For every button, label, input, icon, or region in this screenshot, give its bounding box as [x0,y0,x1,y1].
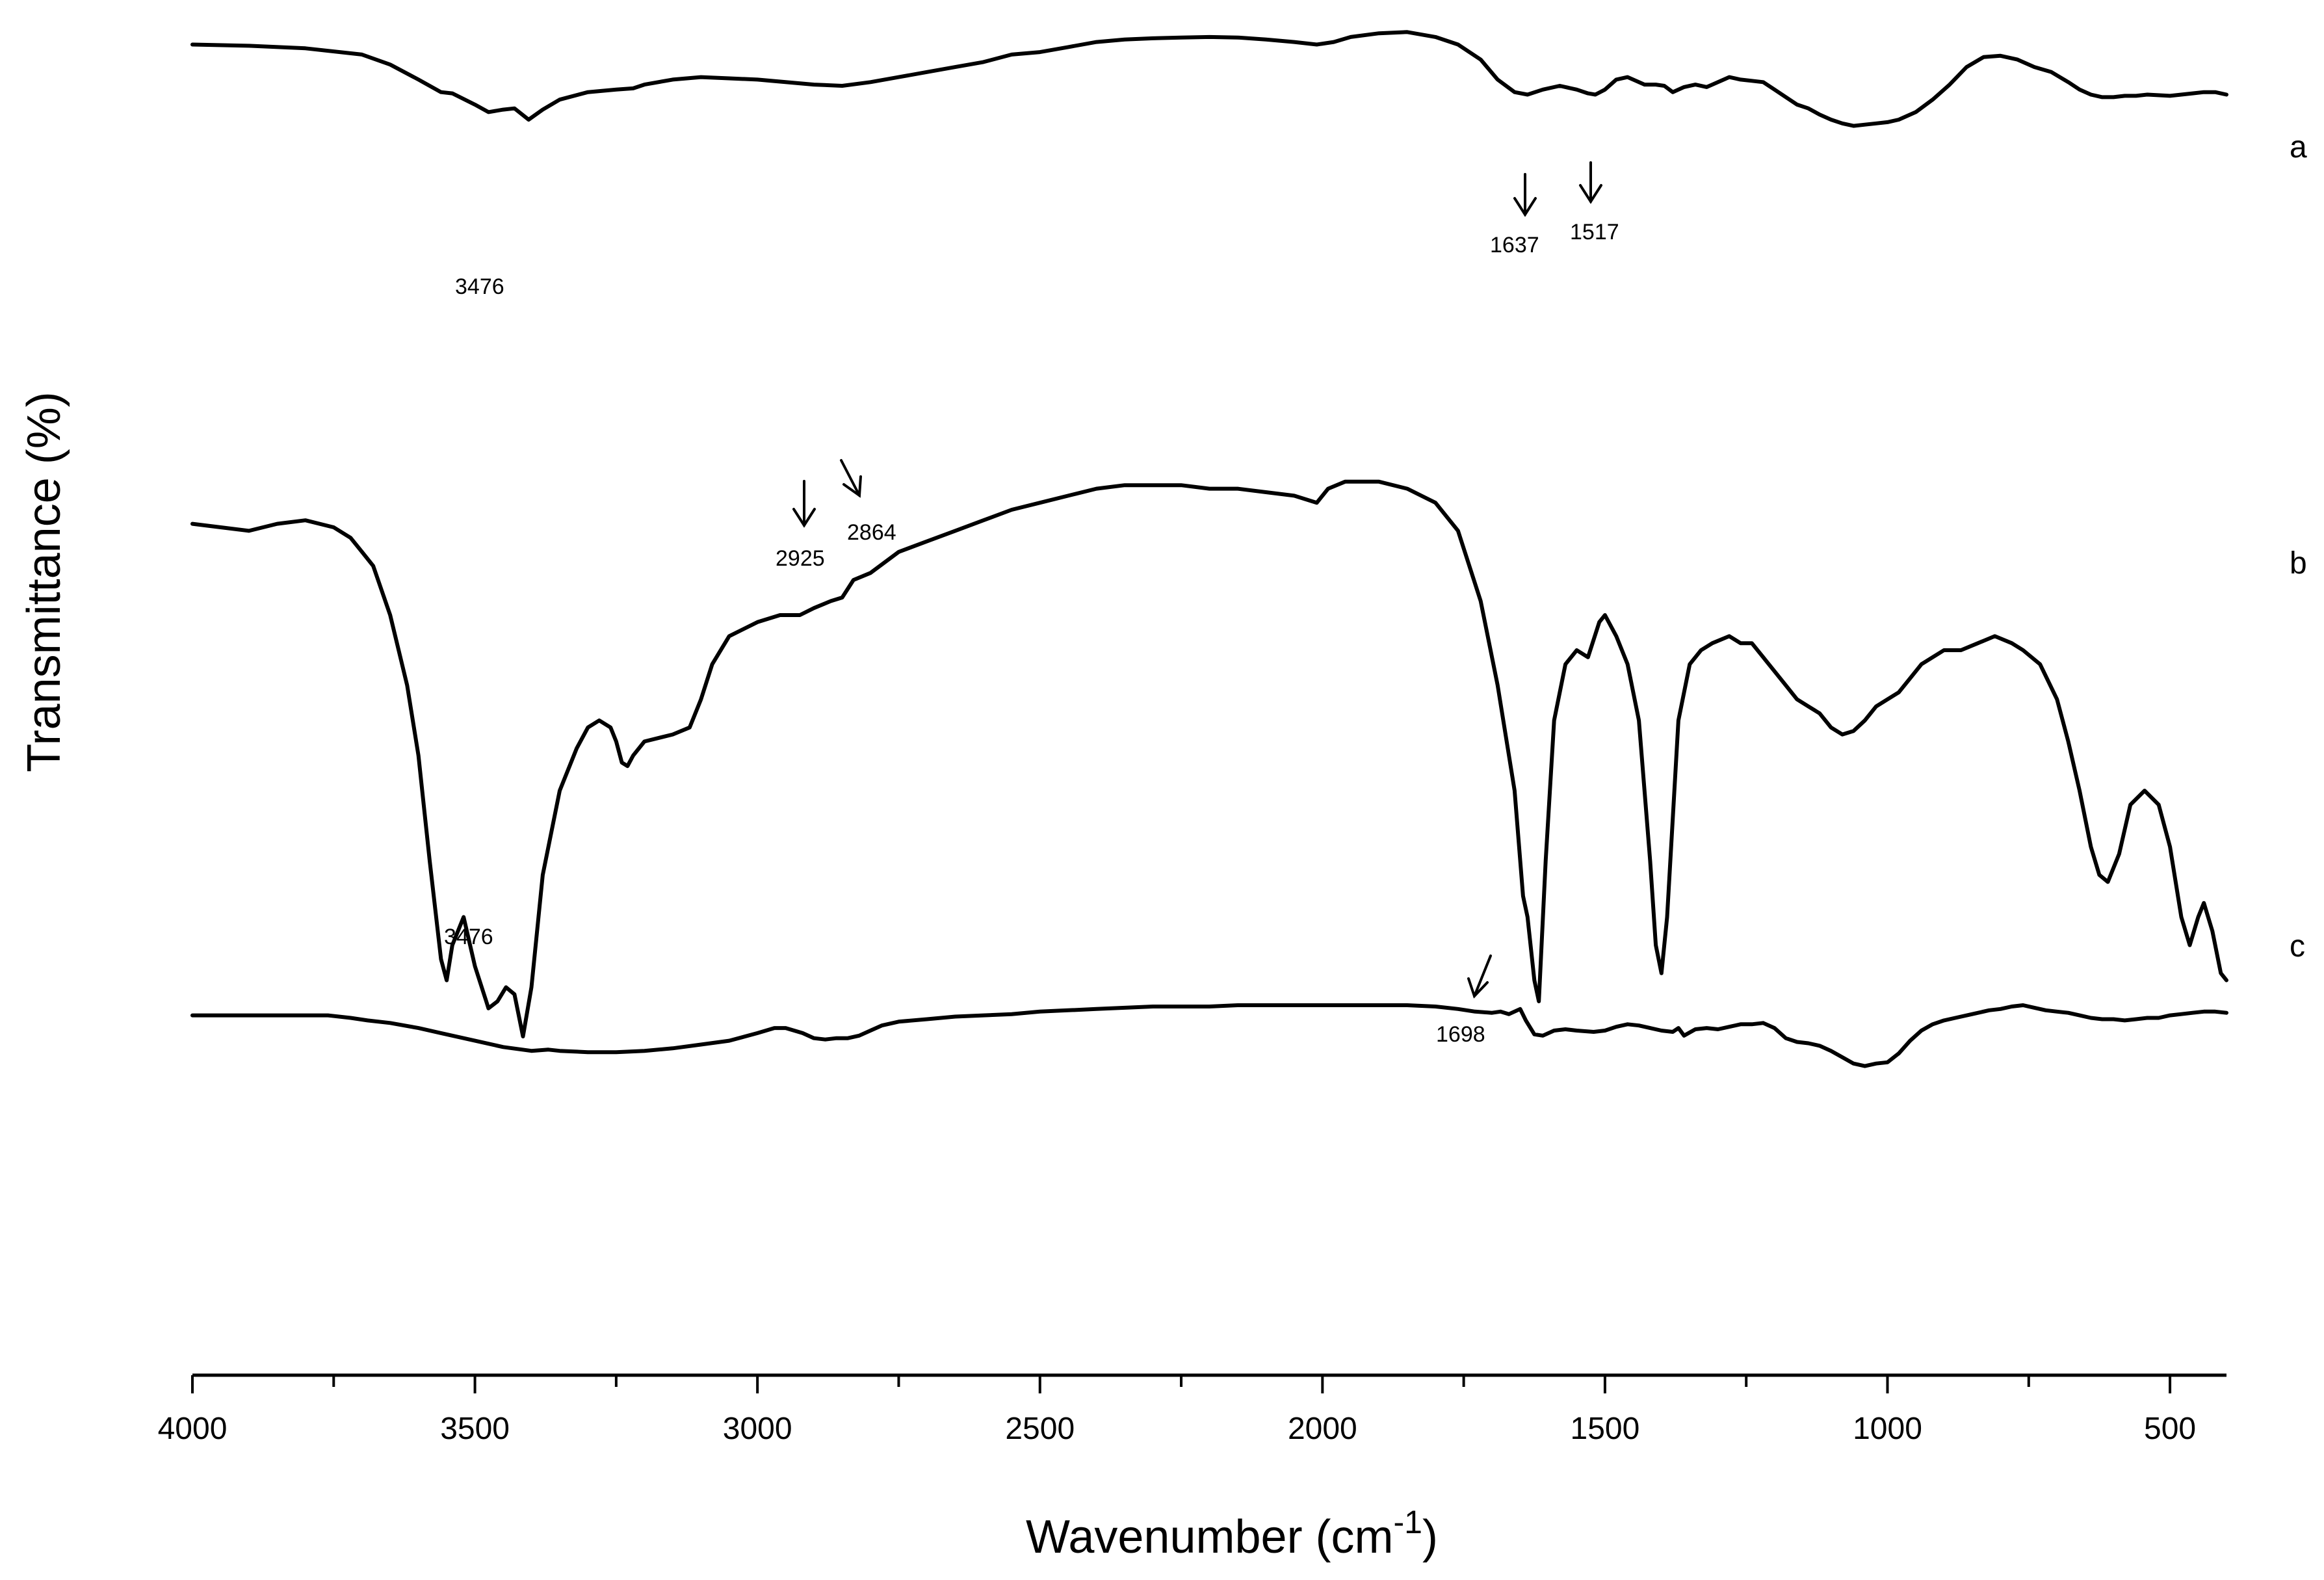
series-labels: a b c [2290,130,2307,964]
x-axis-title-main: Wavenumber (cm [1026,1511,1393,1563]
x-tick-label: 2500 [1005,1412,1075,1446]
annotation-1637: 1637 [1490,233,1539,257]
arrow-head-1698 [1467,977,1489,999]
x-axis-title: Wavenumber (cm-1) [1026,1504,1438,1563]
x-tick-label: 500 [2144,1412,2196,1446]
x-tick-label: 3500 [440,1412,510,1446]
x-tick-label: 1000 [1853,1412,1922,1446]
x-tick-label: 1500 [1571,1412,1640,1446]
series-label-b: b [2290,546,2307,581]
spectrum-line-b [190,479,2228,1038]
annotation-2864: 2864 [847,520,896,545]
x-tick-label: 2000 [1288,1412,1357,1446]
x-axis-ticks: 4000 3500 3000 2500 2000 1500 1000 500 [158,1375,2196,1446]
series-label-c: c [2290,929,2305,964]
x-tick-label: 4000 [158,1412,228,1446]
annotation-1517: 1517 [1570,220,1619,244]
series-label-a: a [2290,130,2307,165]
x-axis: 4000 3500 3000 2500 2000 1500 1000 500 Wavenumb… [158,1373,2226,1563]
x-tick-label: 3000 [723,1412,792,1446]
annotation-3476-a: 3476 [455,274,504,299]
spectrum-line-c [190,1003,2228,1068]
arrow-head-2925 [792,508,816,528]
y-axis-title: Transmittance (%) [18,391,70,772]
x-axis-title-superscript: -1 [1394,1504,1422,1540]
annotation-1698: 1698 [1436,1022,1485,1047]
x-axis-title-close: ) [1422,1511,1438,1563]
spectrum-line-a [190,30,2228,128]
arrow-2864 [840,459,861,497]
arrow-head-2864 [842,475,862,498]
annotation-3476-b: 3476 [444,925,493,949]
arrow-head-1517 [1579,184,1602,204]
spectra-traces [190,30,2228,1068]
arrow-1698 [1473,955,1492,997]
arrow-head-1637 [1513,197,1537,217]
annotation-2925: 2925 [776,546,825,571]
peak-annotations: 3476 1637 1517 2925 2864 3476 1698 [444,161,1619,1047]
